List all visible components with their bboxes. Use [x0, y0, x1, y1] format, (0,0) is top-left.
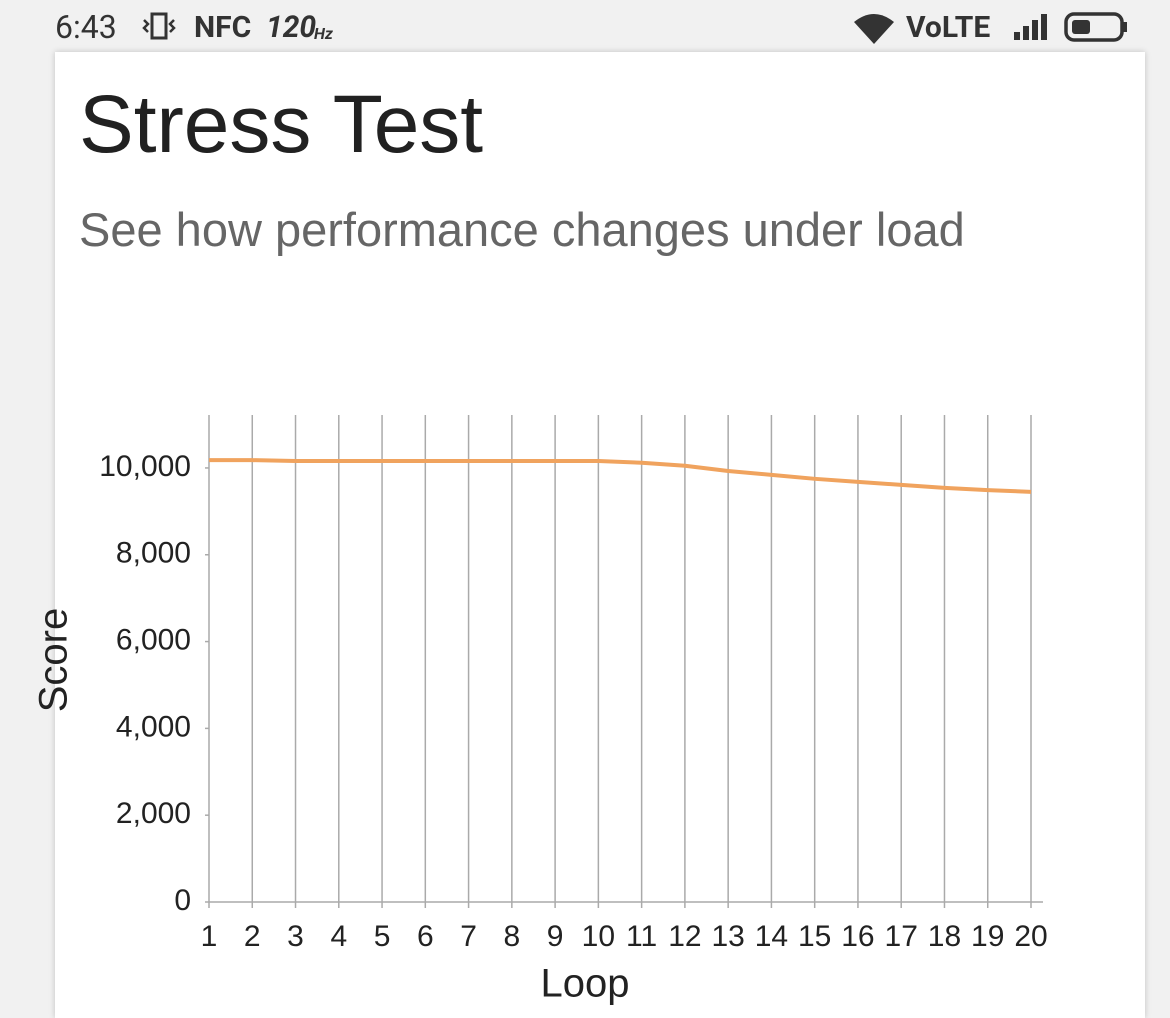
y-tick-label: 2,000: [116, 797, 191, 830]
y-tick-label: 0: [174, 884, 191, 917]
x-tick-label: 20: [1014, 920, 1047, 953]
x-tick-label: 18: [928, 920, 961, 953]
x-tick-label: 7: [460, 920, 477, 953]
x-tick-label: 17: [885, 920, 918, 953]
card: Stress Test See how performance changes …: [55, 52, 1145, 1018]
y-axis-title: Score: [32, 608, 76, 713]
y-tick-label: 4,000: [116, 710, 191, 743]
wifi-icon: [854, 14, 894, 44]
refresh-unit: Hz: [314, 24, 333, 43]
time: 6:43: [55, 8, 117, 46]
x-tick-label: 5: [374, 920, 391, 953]
x-tick-label: 9: [547, 920, 564, 953]
network: VoLTE: [906, 10, 991, 45]
x-tick-label: 4: [330, 920, 347, 953]
refresh-rate: 120: [266, 10, 317, 45]
x-tick-label: 19: [971, 920, 1004, 953]
x-tick-label: 12: [668, 920, 701, 953]
vibrate-icon: [142, 12, 176, 40]
x-tick-label: 13: [711, 920, 744, 953]
title: Stress Test: [79, 79, 484, 170]
nfc: NFC: [194, 10, 252, 45]
status-bar: 6:43 NFC 120 Hz VoLTE: [0, 0, 1170, 52]
x-tick-label: 16: [841, 920, 874, 953]
y-tick-label: 10,000: [99, 450, 191, 483]
x-tick-label: 2: [244, 920, 261, 953]
y-tick-label: 6,000: [116, 623, 191, 656]
subtitle: See how performance changes under load: [79, 203, 965, 256]
x-tick-label: 1: [201, 920, 218, 953]
signal-battery-icons: [1014, 12, 1127, 42]
x-tick-label: 15: [798, 920, 831, 953]
x-tick-label: 6: [417, 920, 434, 953]
x-tick-label: 3: [287, 920, 304, 953]
line: [209, 458, 1032, 494]
x-tick-label: 11: [626, 920, 657, 953]
x-tick-label: 14: [755, 920, 788, 953]
x-axis-title: Loop: [541, 962, 630, 1006]
x-tick-label: 10: [582, 920, 615, 953]
y-tick-label: 8,000: [116, 537, 191, 570]
x-tick-label: 8: [503, 920, 520, 953]
